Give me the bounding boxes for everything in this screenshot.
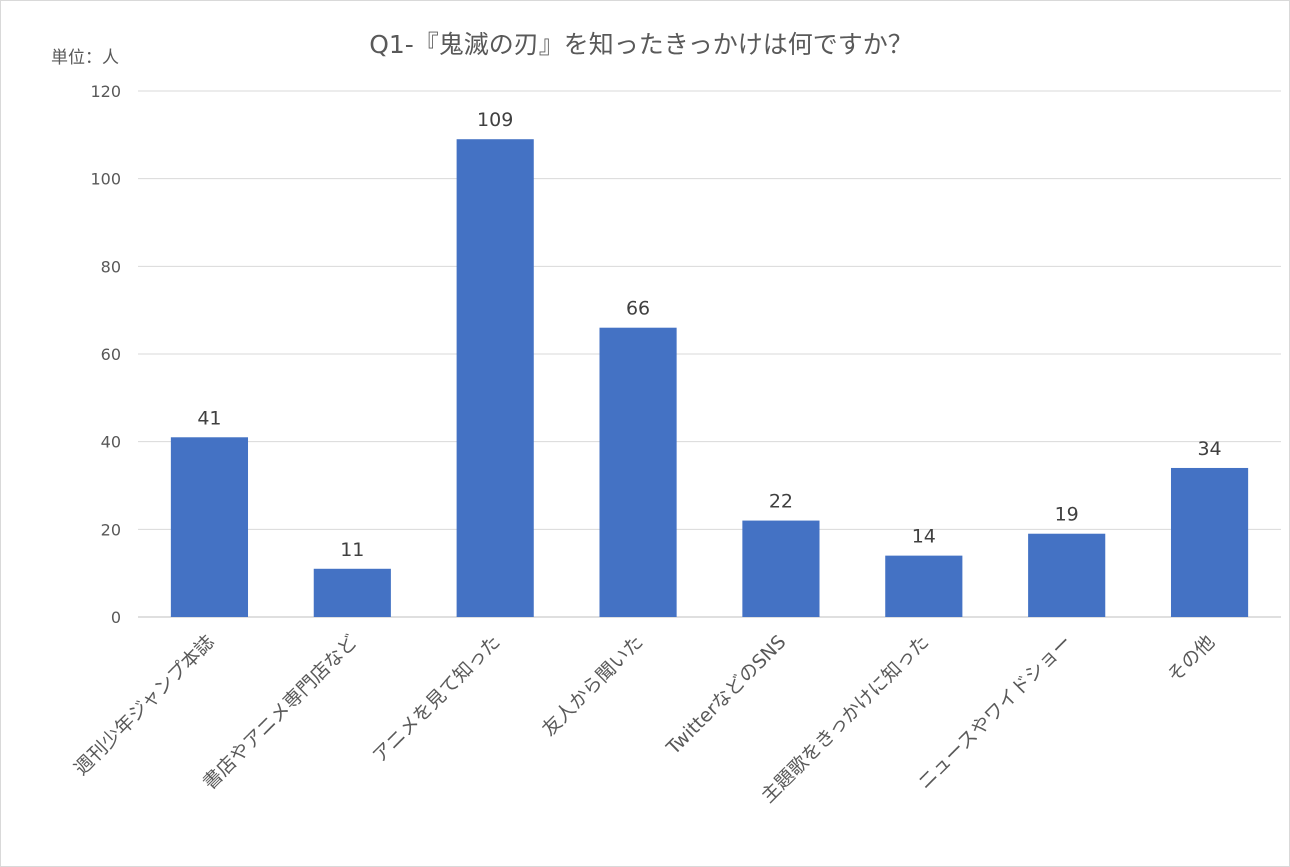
y-tick-label: 60 <box>101 345 121 364</box>
unit-label: 単位：人 <box>51 48 119 68</box>
y-tick-label: 0 <box>111 608 121 627</box>
bar <box>313 568 391 617</box>
bar <box>1028 533 1106 617</box>
y-tick-label: 80 <box>101 257 121 276</box>
data-label: 19 <box>1055 504 1079 526</box>
x-category-label: TwitterなどのSNS <box>662 631 791 760</box>
bar <box>885 555 963 617</box>
data-label: 22 <box>769 491 793 513</box>
bar <box>170 437 249 617</box>
bar <box>599 327 677 617</box>
x-category-label: その他 <box>1163 631 1219 687</box>
data-label: 66 <box>626 298 650 320</box>
bar <box>1170 467 1249 617</box>
data-label: 109 <box>477 109 513 131</box>
data-label: 34 <box>1197 438 1221 460</box>
gridlines <box>138 90 1281 618</box>
bar <box>456 139 534 617</box>
x-category-label: アニメを見て知った <box>369 631 505 767</box>
data-label: 41 <box>197 407 221 429</box>
y-axis-ticks: 0 20 40 60 80 100 120 <box>90 82 121 627</box>
bars <box>170 139 1249 617</box>
data-label: 14 <box>912 526 936 548</box>
x-category-label: 週刊少年ジャンプ本誌 <box>70 631 219 780</box>
x-category-label: 主題歌をきっかけに知った <box>757 631 933 807</box>
data-label: 11 <box>340 539 364 561</box>
x-category-label: ニュースやワイドショー <box>914 631 1077 794</box>
bar <box>742 520 820 617</box>
y-tick-label: 40 <box>101 433 121 452</box>
x-category-label: 書店やアニメ専門店など <box>199 631 362 794</box>
y-tick-label: 120 <box>90 82 121 101</box>
x-category-label: 友人から聞いた <box>538 631 648 741</box>
y-tick-label: 100 <box>90 170 121 189</box>
y-tick-label: 20 <box>101 520 121 539</box>
data-labels: 41 11 109 66 22 14 19 34 <box>197 109 1221 561</box>
chart-title: Q1-『鬼滅の刃』を知ったきっかけは何ですか？ <box>369 30 913 59</box>
